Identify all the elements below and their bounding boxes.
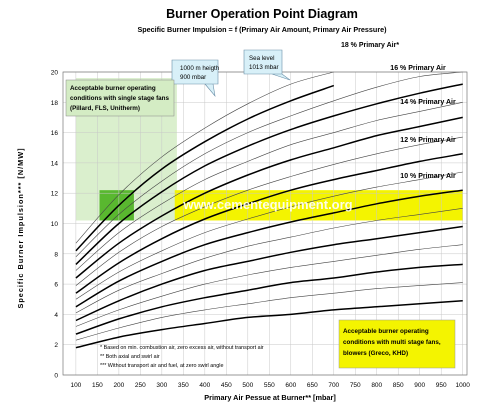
callout-1000m-line2: 900 mbar	[180, 74, 206, 81]
x-tick-label: 400	[199, 382, 210, 389]
thick-curves-layer	[75, 83, 463, 349]
series-line-6	[75, 263, 463, 335]
x-tick-label: 700	[328, 382, 339, 389]
x-tick-label: 950	[436, 382, 447, 389]
series-line-3	[75, 153, 463, 294]
x-tick-label: 450	[221, 382, 232, 389]
x-axis-label: Primary Air Pessue at Burner** [mbar]	[204, 393, 336, 402]
x-tick-label: 250	[135, 382, 146, 389]
series-labels-layer: 18 % Primary Air* 16 % Primary Air 14 % Pr…	[341, 42, 456, 180]
callout-1000m-line1: 1000 m heigth	[180, 65, 220, 72]
series-line-4	[75, 189, 463, 308]
thin-curve-4	[75, 171, 463, 300]
thin-curve-3	[75, 136, 463, 286]
x-tick-label: 150	[92, 382, 103, 389]
series-line-5	[75, 225, 463, 322]
y-tick-label: 0	[54, 373, 58, 380]
series-line-0	[75, 84, 335, 252]
series-line-2	[75, 116, 463, 279]
thin-curves-layer	[75, 71, 463, 341]
x-tick-label: 100	[70, 382, 81, 389]
x-tick-label: 850	[393, 382, 404, 389]
x-tick-label: 1000	[455, 382, 470, 389]
callout-sea-line2: 1013 mbar	[249, 64, 279, 71]
y-tick-label: 12	[51, 191, 59, 198]
y-tick-label: 20	[51, 70, 59, 77]
y-tick-label: 6	[54, 282, 58, 289]
x-tick-label: 200	[113, 382, 124, 389]
x-tick-label: 900	[414, 382, 425, 389]
y-axis-label: Specific Burner Impulsion*** [N/MW]	[16, 147, 25, 308]
green-box-line2: conditions with single stage fans	[70, 95, 170, 102]
chart-subtitle: Specific Burner Impulsion = f (Primary A…	[137, 25, 387, 34]
footnotes: * Based on min. combustion air, zero exc…	[100, 345, 264, 369]
thin-curve-6	[75, 244, 463, 327]
x-tick-label: 600	[285, 382, 296, 389]
yellow-info-box: Acceptable burner operating conditions w…	[338, 319, 456, 369]
chart-title: Burner Operation Point Diagram	[166, 7, 358, 21]
x-tick-label: 800	[371, 382, 382, 389]
series-label-0: 18 % Primary Air*	[341, 42, 399, 49]
yellow-box-line3: blowers (Greco, KHD)	[343, 350, 408, 357]
yellow-box-line1: Acceptable burner operating	[343, 328, 429, 335]
footnote-1: * Based on min. combustion air, zero exc…	[100, 345, 264, 351]
series-label-1: 16 % Primary Air	[390, 65, 446, 72]
callout-sea-level: Sea level 1013 mbar	[243, 49, 291, 81]
callout-1000m: 1000 m heigth 900 mbar	[171, 59, 220, 98]
callout-sea-line1: Sea level	[249, 55, 274, 62]
x-tick-label: 350	[178, 382, 189, 389]
y-tick-label: 2	[54, 342, 58, 349]
y-tick-label: 10	[51, 221, 59, 228]
green-box-line3: (Pillard, FLS, Unitherm)	[70, 105, 140, 112]
thin-curve-7	[75, 282, 463, 341]
thin-curve-0	[75, 71, 334, 244]
watermark: www.cementequipment.org	[182, 197, 352, 212]
series-label-3: 12 % Primary Air	[400, 137, 456, 144]
thin-curve-2	[75, 102, 463, 271]
x-tick-label: 650	[307, 382, 318, 389]
footnote-3: *** Without transport air and fuel, at z…	[100, 363, 223, 369]
x-tick-label: 300	[156, 382, 167, 389]
y-tick-label: 16	[51, 130, 59, 137]
y-tick-label: 18	[51, 100, 59, 107]
series-label-4: 10 % Primary Air	[400, 173, 456, 180]
thin-curve-1	[75, 71, 463, 258]
x-tick-label: 500	[242, 382, 253, 389]
green-box-line1: Acceptable burner operating	[70, 85, 156, 92]
series-line-7	[75, 300, 463, 349]
yellow-box-line2: conditions with multi stage fans,	[343, 339, 441, 346]
y-tick-label: 8	[54, 251, 58, 258]
axes-layer: 0 2 4 6 8 10 12 14 16 18 20 100 150 200 250 300 350 400 45…	[51, 70, 471, 390]
thin-curve-5	[75, 208, 463, 314]
x-tick-label: 750	[350, 382, 361, 389]
x-tick-label: 550	[264, 382, 275, 389]
y-tick-label: 4	[54, 312, 58, 319]
series-line-1	[75, 83, 463, 265]
series-label-2: 14 % Primary Air	[400, 99, 456, 106]
footnote-2: ** Both axial and swirl air	[100, 354, 160, 360]
green-info-box: Acceptable burner operating conditions w…	[65, 79, 175, 117]
y-tick-label: 14	[51, 160, 59, 167]
